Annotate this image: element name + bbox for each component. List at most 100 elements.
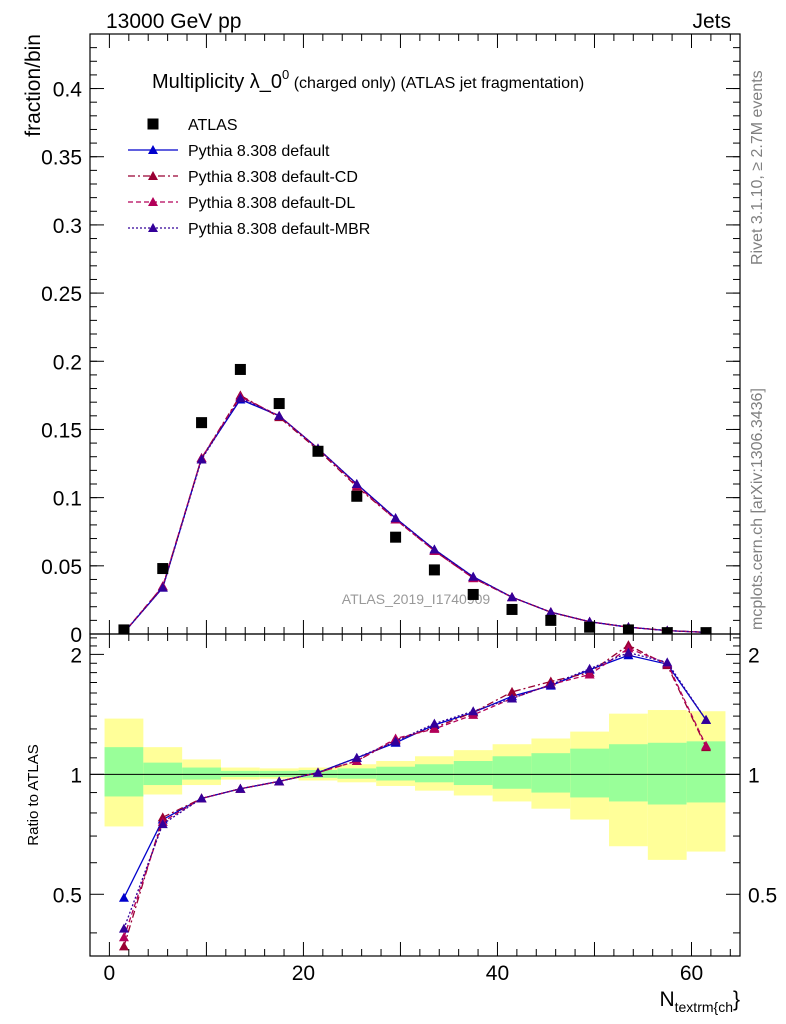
uncertainty-band-inner	[531, 753, 571, 793]
xaxis-label: Ntextrm{ch}	[659, 988, 740, 1015]
uncertainty-band-inner	[492, 756, 532, 789]
ratio-point-mbr	[351, 752, 362, 762]
xaxis-label-sub: textrm{ch	[675, 999, 733, 1015]
header-energy-label: 13000 GeV pp	[106, 10, 241, 33]
chart-title-sup: 0	[282, 67, 289, 82]
legend-label: ATLAS	[188, 117, 238, 134]
mc-point-mbr	[351, 479, 362, 488]
ratio-point-mbr	[157, 819, 168, 829]
xtick-label: 40	[486, 962, 509, 985]
data-point	[700, 627, 712, 634]
ratio-point-mbr	[545, 679, 556, 689]
ratio-point-cd	[118, 941, 129, 951]
ytick-label: 0.4	[53, 79, 83, 102]
mc-point-mbr	[196, 454, 207, 464]
legend: ATLAS Pythia 8.308 default Pythia 8.308 de…	[128, 117, 370, 238]
mc-point-mbr	[507, 592, 518, 602]
legend-marker-default	[148, 145, 158, 154]
mc-point-mbr	[235, 393, 246, 403]
chart-title-rest: (charged only) (ATLAS jet fragmentation)	[289, 75, 584, 92]
legend-label: Pythia 8.308 default-MBR	[188, 221, 370, 238]
chart-title-main: Multiplicity λ_0	[152, 71, 282, 93]
data-point	[273, 398, 285, 410]
ratio-point-mbr	[429, 718, 440, 728]
data-point	[157, 563, 169, 575]
uncertainty-band-inner	[647, 742, 687, 805]
ratio-point-dl	[701, 740, 712, 750]
mc-point-mbr	[429, 544, 440, 554]
xtick-label: 0	[104, 962, 116, 985]
legend-label: Pythia 8.308 default	[188, 143, 330, 160]
ratio-ytick-label-right: 1	[748, 764, 760, 787]
ratio-point-cd	[507, 686, 518, 696]
ratio-ylabel: Ratio to ATLAS	[25, 744, 42, 845]
uncertainty-band-inner	[609, 744, 648, 802]
mcplots-label: mcplots.cern.ch [arXiv:1306.3436]	[749, 388, 766, 630]
data-point	[196, 417, 208, 429]
mc-point-mbr	[390, 513, 401, 523]
uncertainty-band-inner	[182, 767, 221, 780]
uncertainty-band-inner	[376, 766, 415, 781]
ratio-point-mbr	[196, 793, 207, 803]
xaxis-label-main: N	[659, 988, 674, 1011]
ratio-ytick-label: 1	[70, 764, 82, 787]
legend-marker-dl	[148, 197, 158, 206]
mc-point-mbr	[157, 582, 168, 592]
ratio-point-mbr	[507, 693, 518, 703]
data-point	[545, 614, 557, 626]
ytick-label: 0.35	[41, 147, 82, 170]
uncertainty-band-inner	[143, 762, 183, 786]
mc-point-mbr	[274, 410, 285, 420]
data-point	[506, 603, 518, 615]
watermark-label: ATLAS_2019_I1740909	[342, 591, 491, 607]
uncertainty-band-inner	[570, 748, 610, 798]
legend-marker-atlas	[147, 118, 159, 130]
main-panel: ATLAS_2019_I1740909 0 0.05 0.1 0.15 0.2 0.25 0…	[22, 33, 741, 647]
header-jets-label: Jets	[692, 10, 731, 33]
ratio-panel-frame	[89, 633, 741, 957]
ratio-point-dl	[584, 669, 595, 679]
ratio-point-mbr	[235, 783, 246, 793]
ratio-point-mbr	[701, 714, 712, 724]
data-point	[584, 621, 596, 633]
data-point	[390, 531, 402, 543]
ratio-ytick-label: 0.5	[53, 884, 82, 907]
ratio-point-default	[118, 892, 129, 902]
data-point	[118, 624, 130, 634]
uncertainty-band-inner	[104, 747, 144, 797]
xaxis-label-tail: }	[733, 988, 740, 1011]
chart-title: Multiplicity λ_00 (charged only) (ATLAS …	[152, 67, 584, 93]
uncertainty-band-inner	[337, 768, 377, 779]
legend-label: Pythia 8.308 default-CD	[188, 169, 358, 186]
mc-point-mbr	[545, 607, 556, 617]
ratio-ytick-label-right: 0.5	[748, 884, 777, 907]
ytick-label: 0	[70, 624, 82, 647]
ytick-label: 0.15	[41, 419, 82, 442]
main-ylabel: fraction/bin	[22, 34, 45, 137]
ytick-label: 0.3	[53, 215, 82, 238]
ratio-ytick-label-right: 2	[748, 644, 760, 667]
uncertainty-band-inner	[415, 764, 454, 783]
ratio-point-mbr	[584, 663, 595, 673]
ratio-line-dl	[123, 647, 707, 938]
legend-label: Pythia 8.308 default-DL	[188, 195, 355, 212]
ratio-point-mbr	[662, 657, 673, 667]
ratio-point-mbr	[274, 776, 285, 786]
data-point	[312, 445, 324, 457]
data-point	[428, 564, 440, 576]
rivet-version-label: Rivet 3.1.10, ≥ 2.7M events	[749, 70, 766, 265]
ratio-point-dl	[429, 723, 440, 733]
series-line-mbr	[123, 397, 707, 634]
ratio-point-dl	[118, 932, 129, 942]
xtick-label: 60	[680, 962, 703, 985]
legend-marker-mbr	[148, 223, 158, 232]
data-point	[351, 490, 363, 502]
xtick-label: 20	[292, 962, 315, 985]
ytick-label: 0.25	[41, 283, 82, 306]
mc-point-mbr	[468, 571, 479, 581]
ratio-point-mbr	[390, 736, 401, 746]
ratio-ytick-label: 2	[70, 644, 82, 667]
ratio-point-mbr	[118, 923, 129, 933]
ratio-point-mbr	[312, 767, 323, 777]
ytick-label: 0.2	[53, 351, 82, 374]
